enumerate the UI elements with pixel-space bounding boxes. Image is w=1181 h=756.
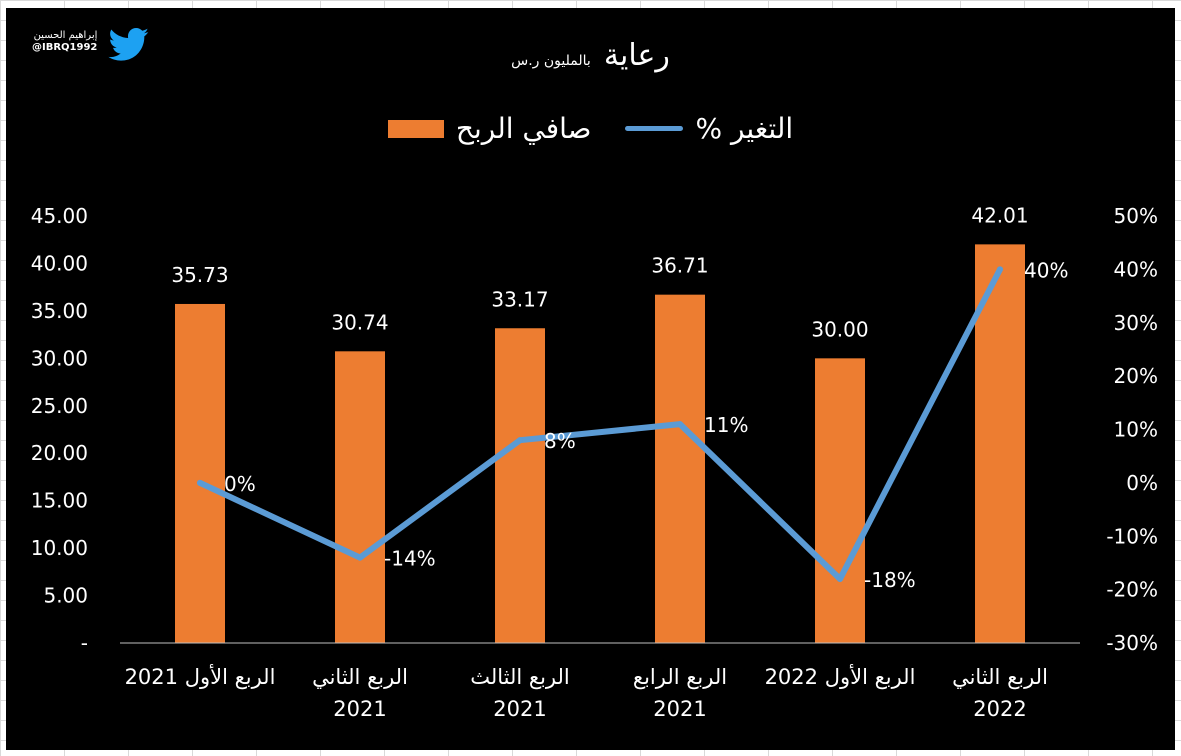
bar: [175, 303, 225, 643]
line-data-label: 40%: [1024, 258, 1068, 282]
line-point: [357, 554, 363, 561]
bar: [975, 244, 1025, 644]
chart-subtitle: بالمليون ر.س: [511, 53, 591, 69]
legend-label-change: التغير %: [695, 112, 794, 145]
legend-swatch-bar: [387, 119, 444, 138]
category-label: الربع الرابع: [633, 665, 727, 689]
line-data-label: -18%: [864, 568, 916, 592]
twitter-name: إبراهيم الحسين: [33, 30, 98, 41]
right-axis-tick-label: 20%: [1114, 364, 1158, 388]
left-axis-tick-label: 40.00: [31, 251, 88, 275]
line-point: [197, 479, 203, 486]
category-label: 2021: [653, 697, 706, 721]
right-axis-tick-label: 50%: [1114, 204, 1158, 228]
line-data-label: -14%: [384, 547, 436, 571]
right-axis-tick-label: -30%: [1106, 631, 1158, 655]
left-axis-tick-label: 25.00: [31, 394, 88, 418]
bar: [495, 328, 545, 643]
category-label: 2021: [493, 697, 546, 721]
left-axis-tick-label: 30.00: [31, 346, 88, 370]
category-label: الربع الأول 2021: [125, 664, 276, 689]
bar: [335, 351, 385, 643]
right-axis-tick-label: 10%: [1114, 418, 1158, 442]
category-label: 2021: [333, 697, 386, 721]
bar: [655, 294, 705, 643]
left-axis-tick-label: 35.00: [31, 299, 88, 323]
legend-swatch-line: [625, 126, 684, 131]
left-axis-tick-label: 15.00: [31, 489, 88, 513]
right-axis-tick-label: 0%: [1126, 471, 1158, 495]
legend-item-change[interactable]: التغير %: [625, 112, 793, 145]
line-point: [997, 266, 1003, 273]
chart-title-row: رعاية بالمليون ر.س: [0, 38, 1181, 73]
line-data-label: 8%: [544, 429, 576, 453]
twitter-handle: @IBRQ1992: [32, 42, 98, 53]
line-data-label: 0%: [224, 472, 256, 496]
chart-title: رعاية: [603, 38, 670, 73]
chart-legend: التغير % صافي الربح: [0, 112, 1181, 145]
line-data-label: 11%: [704, 413, 748, 437]
line-point: [677, 421, 683, 428]
line-point: [837, 575, 843, 582]
bar-data-label: 33.17: [491, 287, 548, 311]
bar-data-label: 30.74: [331, 310, 388, 334]
right-axis-tick-label: 40%: [1114, 257, 1158, 281]
bar-data-label: 42.01: [971, 203, 1028, 227]
bar-data-label: 35.73: [171, 263, 228, 287]
left-axis-tick-label: 45.00: [31, 204, 88, 228]
right-axis-tick-label: -10%: [1106, 524, 1158, 548]
category-label: الربع الثاني: [952, 665, 1048, 689]
legend-item-net-profit[interactable]: صافي الربح: [387, 112, 592, 145]
legend-label-net-profit: صافي الربح: [455, 112, 592, 145]
bar: [815, 358, 865, 643]
left-axis-tick-label: 5.00: [43, 584, 88, 608]
bar-data-label: 36.71: [651, 254, 708, 278]
change-line: [197, 266, 1003, 582]
twitter-watermark: إبراهيم الحسين @IBRQ1992: [32, 28, 149, 61]
left-axis-tick-label: 20.00: [31, 441, 88, 465]
category-label: الربع الأول 2022: [765, 664, 916, 689]
left-axis-tick-label: 10.00: [31, 536, 88, 560]
left-axis-tick-label: -: [81, 631, 88, 655]
bar-data-label: 30.00: [811, 317, 868, 341]
line-point: [517, 437, 523, 444]
category-label: 2022: [973, 697, 1026, 721]
category-label: الربع الثاني: [312, 665, 408, 689]
right-axis-tick-label: 30%: [1114, 311, 1158, 335]
twitter-bird-icon: [108, 28, 149, 61]
right-axis-tick-label: -20%: [1106, 578, 1158, 602]
category-label: الربع الثالث: [470, 665, 570, 689]
